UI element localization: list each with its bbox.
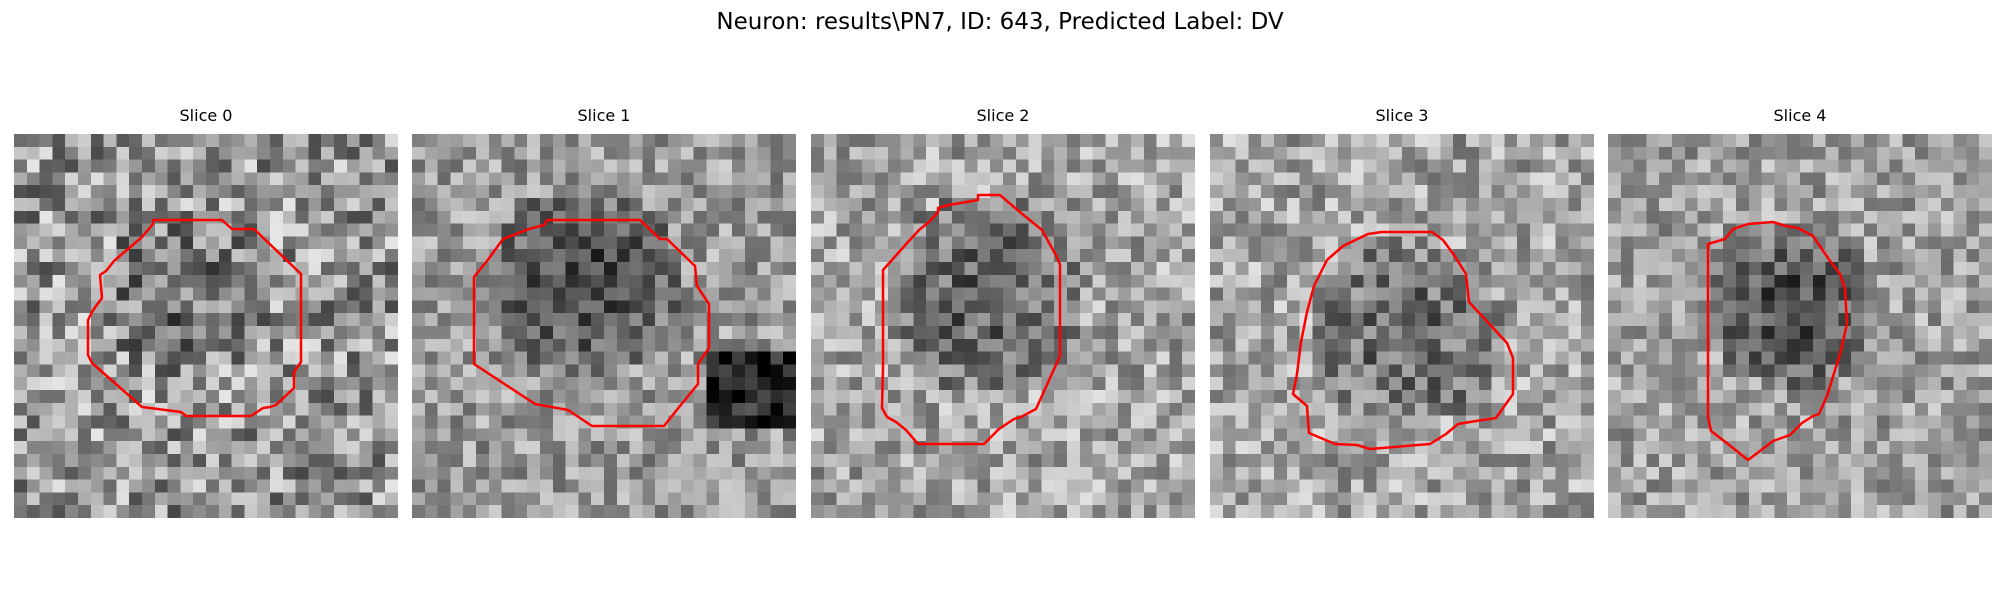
roi-contour (880, 193, 1062, 446)
roi-contour (472, 218, 711, 428)
slice-title: Slice 1 (577, 106, 631, 125)
slice-image (14, 134, 398, 518)
slice-image (1608, 134, 1992, 518)
slice-title: Slice 0 (179, 106, 233, 125)
slice-panel-0: Slice 0 (14, 106, 398, 518)
slice-title: Slice 2 (976, 106, 1030, 125)
roi-contour (1291, 230, 1515, 451)
slice-title: Slice 3 (1375, 106, 1429, 125)
slice-image (412, 134, 796, 518)
slice-panel-4: Slice 4 (1608, 106, 1992, 518)
slice-panel-1: Slice 1 (412, 106, 796, 518)
slice-title: Slice 4 (1773, 106, 1827, 125)
slice-panel-2: Slice 2 (811, 106, 1195, 518)
roi-contour (86, 218, 303, 418)
slice-image (1210, 134, 1594, 518)
roi-contour (1706, 220, 1849, 462)
slice-panel-3: Slice 3 (1210, 106, 1594, 518)
figure-title: Neuron: results\PN7, ID: 643, Predicted … (716, 9, 1284, 35)
